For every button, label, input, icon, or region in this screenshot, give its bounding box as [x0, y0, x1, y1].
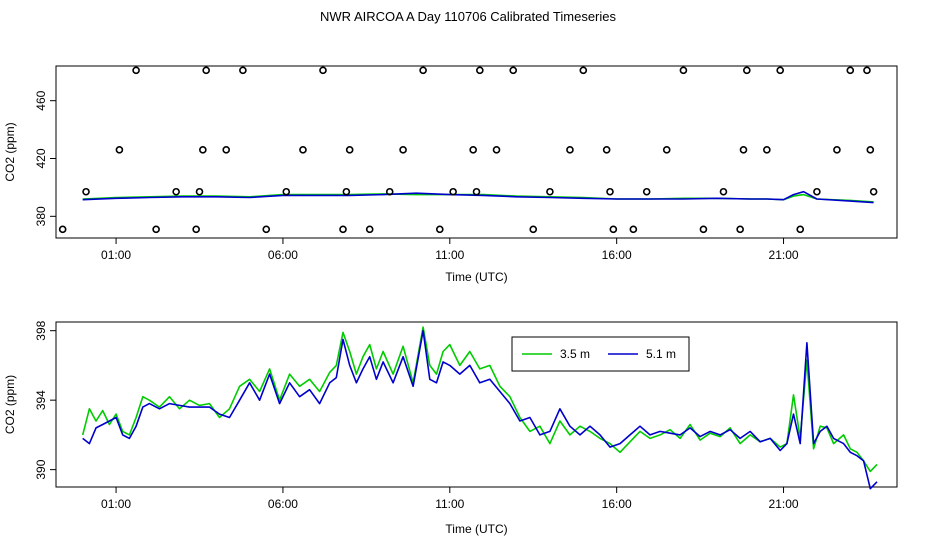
data-point-marker: [863, 66, 871, 75]
x-axis-title: Time (UTC): [445, 522, 507, 536]
data-point-marker: [435, 225, 444, 234]
data-point-marker: [202, 66, 210, 75]
chart-panel-top: 01:00 06:00 11:00 16:00 21:00 380 420 460 Time (…: [3, 65, 898, 284]
data-point-marker: [419, 66, 427, 75]
data-point-marker: [152, 225, 160, 234]
data-point-marker: [739, 146, 748, 154]
data-point-marker: [476, 66, 484, 75]
data-point-marker: [172, 187, 180, 196]
data-point-marker: [776, 66, 784, 75]
data-point-marker: [282, 187, 291, 196]
y-tick-label: 390: [34, 459, 48, 479]
data-point-marker: [399, 146, 407, 154]
data-point-marker: [199, 146, 207, 154]
y-axis-title: CO2 (ppm): [3, 122, 17, 181]
legend-label-2: 5.1 m: [646, 347, 676, 361]
data-point-marker: [606, 187, 614, 196]
data-point-marker: [492, 146, 501, 154]
x-tick-label: 16:00: [602, 497, 632, 511]
data-point-marker: [239, 66, 247, 75]
data-point-marker: [319, 66, 327, 75]
data-point-marker: [846, 66, 855, 75]
x-tick-label: 11:00: [435, 497, 464, 511]
x-axis-title: Time (UTC): [445, 270, 507, 284]
data-point-marker: [546, 187, 554, 196]
data-point-marker: [299, 146, 307, 154]
plot-frame: [55, 65, 898, 239]
x-tick-label: 06:00: [268, 248, 298, 262]
data-point-marker: [796, 225, 805, 234]
data-point-marker: [472, 187, 481, 196]
data-point-marker: [339, 225, 347, 234]
data-point-marker: [833, 146, 841, 154]
data-point-marker: [365, 225, 374, 234]
data-point-marker: [82, 187, 90, 196]
legend-label-1: 3.5 m: [560, 347, 590, 361]
data-point-marker: [449, 187, 457, 196]
data-point-marker: [342, 187, 351, 196]
data-point-marker: [662, 146, 671, 154]
data-point-marker: [719, 187, 728, 196]
data-point-marker: [385, 187, 394, 196]
data-point-marker: [813, 187, 821, 196]
data-point-marker: [763, 146, 771, 154]
data-point-marker: [629, 225, 638, 234]
data-point-marker: [192, 225, 200, 234]
x-tick-label: 21:00: [769, 497, 799, 511]
x-tick-label: 01:00: [101, 248, 131, 262]
x-tick-label: 21:00: [769, 248, 799, 262]
data-point-marker: [602, 146, 611, 154]
data-point-marker: [115, 146, 124, 154]
y-tick-label: 398: [34, 320, 48, 340]
y-tick-label: 420: [34, 148, 48, 168]
chart-title: NWR AIRCOA A Day 110706 Calibrated Times…: [320, 9, 616, 24]
data-point-marker: [195, 187, 204, 196]
data-point-marker: [132, 66, 140, 75]
x-tick-label: 06:00: [268, 497, 298, 511]
data-point-marker: [869, 187, 878, 196]
x-tick-label: 11:00: [435, 248, 464, 262]
chart-legend: 3.5 m 5.1 m: [511, 336, 690, 372]
y-tick-label: 380: [34, 206, 48, 226]
data-point-marker: [529, 225, 538, 234]
data-point-marker: [736, 225, 744, 234]
chart-panel-bottom: 01:00 06:00 11:00 16:00 21:00 390 394 398 Time (…: [3, 320, 898, 536]
data-point-marker: [566, 146, 574, 154]
y-tick-label: 460: [34, 90, 48, 110]
data-point-marker: [679, 66, 688, 75]
y-axis-title: CO2 (ppm): [3, 375, 17, 434]
x-tick-label: 01:00: [101, 497, 131, 511]
plot-frame: [55, 321, 898, 488]
data-point-marker: [579, 66, 588, 75]
series-line-2: [82, 190, 874, 204]
data-point-marker: [743, 66, 751, 75]
data-point-marker: [699, 225, 708, 234]
series-line-1: [81, 326, 878, 473]
series-line-2: [82, 329, 878, 490]
data-point-marker: [866, 146, 875, 154]
data-point-marker: [642, 187, 651, 196]
data-point-marker: [609, 225, 618, 234]
data-point-marker: [222, 146, 231, 154]
data-point-marker: [345, 146, 354, 154]
data-point-marker: [469, 146, 477, 154]
x-tick-label: 16:00: [602, 248, 632, 262]
data-point-marker: [509, 66, 518, 75]
data-point-marker: [58, 225, 67, 234]
y-tick-label: 394: [34, 390, 48, 410]
data-point-marker: [262, 225, 271, 234]
